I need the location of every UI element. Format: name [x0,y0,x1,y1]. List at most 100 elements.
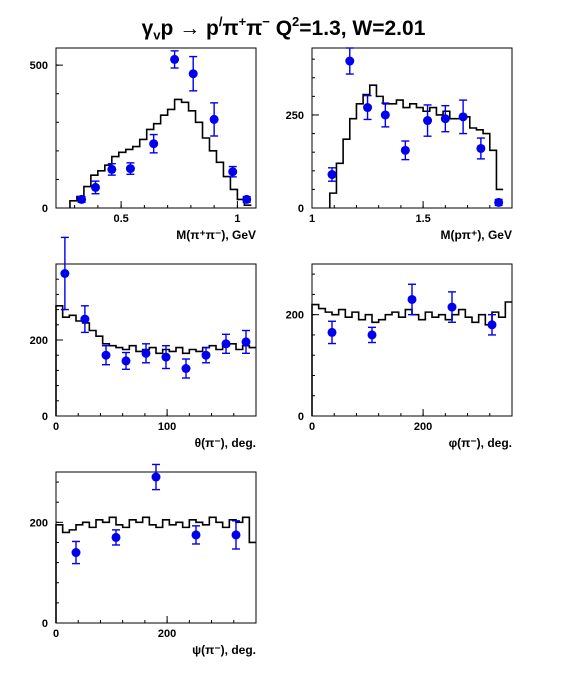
point-marker [107,164,117,174]
point-marker [380,110,390,120]
histogram-line [69,98,252,208]
chart-title: γvp → p/π+π− Q2=1.3, W=2.01 [0,14,567,43]
point-marker [181,364,191,373]
panel-3: 0 100 0 200 θ(π⁻), deg. [30,236,257,450]
data-point [407,283,417,316]
data-point [191,525,201,545]
data-point [363,94,373,121]
point-marker [91,182,101,192]
point-marker [101,350,111,360]
point-marker [345,56,355,66]
x-tick-label: 0 [309,421,315,433]
panel-5: 0 200 0 200 ψ(π⁻), deg. [30,463,257,657]
data-point [447,291,457,323]
data-point [458,99,468,135]
data-point [80,305,90,334]
x-tick-label: 0.5 [113,213,128,225]
point-marker [241,337,251,347]
point-marker [80,314,90,324]
data-point [241,329,251,354]
data-point [228,165,238,178]
data-point [161,345,171,370]
data-point [151,463,161,491]
point-marker [71,548,81,558]
title-part: v [153,27,161,43]
data-point [380,102,390,128]
y-tick-label: 0 [42,203,48,215]
title-part: p → p [160,17,219,41]
y-tick-label: 0 [298,411,304,423]
data-point [327,320,337,345]
point-marker [201,350,211,360]
title-part: Q [269,17,293,41]
plot-frame [55,471,257,624]
title-part: π [246,17,263,41]
data-point [221,333,231,354]
point-marker [440,114,450,124]
point-marker [231,530,241,540]
data-point [487,313,497,336]
x-tick-label: 100 [158,421,176,433]
data-point [201,346,211,364]
point-marker [191,530,201,540]
histogram-line [55,516,256,623]
data-point [345,47,355,75]
y-tick-label: 200 [30,335,48,347]
title-part: + [238,14,247,29]
x-axis-label: θ(π⁻), deg. [195,436,256,450]
histogram-line [55,305,256,416]
histogram-line [328,84,504,208]
data-point [111,529,121,546]
data-point [101,345,111,366]
point-marker [125,164,135,174]
data-point [121,351,131,370]
point-marker [363,103,373,113]
data-point [107,163,117,176]
data-point [494,197,504,207]
y-tick-label: 200 [30,517,48,529]
histogram-line [311,301,512,416]
title-part: π [222,17,239,41]
data-point [231,520,241,550]
panel-4: 0 200 0 200 φ(π⁻), deg. [286,263,513,450]
point-marker [188,69,198,79]
x-tick-label: 200 [158,628,176,640]
x-axis-label: M(pπ⁺), GeV [440,228,512,242]
x-tick-label: 1.5 [415,213,430,225]
point-marker [487,320,497,330]
data-point [400,140,410,161]
data-point [476,137,486,160]
x-axis-label: ψ(π⁻), deg. [192,643,256,657]
title-part: − [262,14,270,29]
point-marker [367,330,377,340]
data-point [181,358,191,379]
x-tick-label: 1 [234,213,240,225]
point-marker [221,339,231,349]
point-marker [447,302,457,312]
data-point [423,104,433,137]
data-point [170,50,180,69]
point-marker [327,170,337,180]
x-tick-label: 1 [309,213,315,225]
point-marker [407,294,417,304]
point-marker [209,114,219,124]
y-tick-label: 500 [30,60,48,72]
data-point [91,180,101,195]
point-marker [161,352,171,362]
point-marker [141,348,151,358]
data-point [125,162,135,175]
point-marker [423,116,433,126]
x-axis-label: M(π⁺π⁻), GeV [176,228,256,242]
data-point [440,104,450,133]
data-point [242,194,252,204]
point-marker [242,194,252,204]
title-part: 2 [292,14,300,29]
point-marker [327,327,337,337]
data-point [71,540,81,565]
x-tick-label: 0 [53,421,59,433]
y-tick-label: 250 [286,110,304,122]
point-marker [400,145,410,155]
data-point [327,167,337,182]
plot-frame [311,47,513,209]
